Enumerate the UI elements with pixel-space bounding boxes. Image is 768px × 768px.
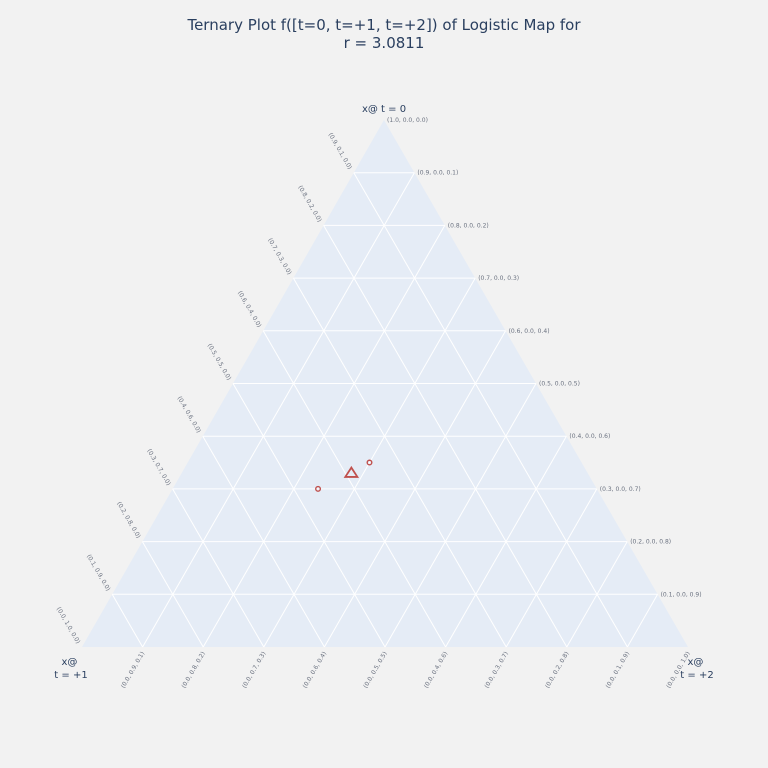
gridline	[384, 383, 537, 648]
gridline	[111, 594, 144, 648]
axis-title-c-line-1: x@	[687, 657, 703, 668]
tick-label: (0.8, 0.0, 0.2)	[448, 222, 489, 229]
gridline	[141, 541, 204, 648]
axis-title-b: x@ t = +1	[54, 657, 87, 681]
marker-triangle-2	[343, 465, 360, 478]
axis-title-b-line-1: x@	[61, 657, 77, 668]
tick-label: (0.4, 0.0, 0.6)	[569, 433, 610, 440]
gridline	[202, 435, 325, 648]
marker-circle-0	[366, 459, 373, 466]
tick-label: (0.8, 0.2, 0.0)	[296, 184, 323, 223]
tick-label: (0.1, 0.0, 0.9)	[661, 591, 702, 598]
tick-label: (1.0, 0.0, 0.0)	[387, 117, 428, 124]
gridline	[505, 488, 598, 648]
tick-label: (0.0, 0.2, 0.8)	[544, 651, 571, 690]
tick-label: (0.0, 0.7, 0.3)	[241, 651, 268, 690]
axis-title-b-line-2: t = +1	[54, 670, 87, 681]
tick-label: (0.0, 0.8, 0.2)	[180, 651, 207, 690]
tick-label: (0.6, 0.4, 0.0)	[236, 290, 263, 329]
tick-label: (0.9, 0.1, 0.0)	[327, 132, 354, 171]
tick-labels-bottom: (0.0, 0.9, 0.1) (0.0, 0.8, 0.2) (0.0, 0.7,…	[120, 651, 692, 690]
tick-label: (0.2, 0.0, 0.8)	[630, 539, 671, 546]
tick-label: (0.0, 0.3, 0.7)	[483, 651, 510, 690]
tick-label: (0.9, 0.0, 0.1)	[417, 170, 458, 177]
gridlines	[111, 172, 659, 648]
gridline	[445, 435, 567, 648]
gridline	[263, 277, 476, 648]
chart-title: Ternary Plot f([t=0, t=+1, t=+2]) of Log…	[0, 16, 768, 52]
gridline	[566, 541, 628, 648]
axis-title-a: x@ t = 0	[362, 104, 406, 115]
tick-label: (0.0, 1.0, 0.0)	[55, 606, 82, 645]
tick-label: (0.0, 0.6, 0.4)	[302, 651, 329, 690]
gridline	[292, 277, 507, 648]
gridline	[626, 594, 659, 648]
tick-label: (0.4, 0.6, 0.0)	[176, 395, 203, 434]
tick-label: (0.3, 0.0, 0.7)	[600, 486, 641, 493]
marker-circle-1	[315, 485, 322, 492]
tick-label: (0.5, 0.0, 0.5)	[539, 381, 580, 388]
chart-title-line-1: Ternary Plot f([t=0, t=+1, t=+2]) of Log…	[187, 16, 581, 34]
tick-label: (0.0, 0.9, 0.1)	[120, 651, 147, 690]
tick-label: (0.3, 0.7, 0.0)	[145, 448, 172, 487]
tick-labels-right: (1.0, 0.0, 0.0) (0.9, 0.0, 0.1) (0.8, 0.0,…	[387, 117, 702, 598]
gridline	[232, 383, 386, 648]
tick-label: (0.5, 0.5, 0.0)	[206, 343, 233, 382]
tick-label: (0.1, 0.9, 0.0)	[85, 553, 112, 592]
gridline	[142, 172, 415, 648]
tick-label: (0.2, 0.8, 0.0)	[115, 501, 142, 540]
tick-label: (0.6, 0.0, 0.4)	[509, 328, 550, 335]
axis-title-c-line-2: t = +2	[680, 670, 713, 681]
tick-label: (0.7, 0.3, 0.0)	[266, 237, 293, 276]
tick-label: (0.0, 0.4, 0.6)	[423, 651, 450, 690]
data-markers	[315, 459, 373, 492]
tick-label: (0.7, 0.0, 0.3)	[478, 275, 519, 282]
tick-label: (0.0, 0.1, 0.9)	[605, 651, 632, 690]
gridline	[172, 488, 265, 648]
chart-title-line-2: r = 3.0811	[343, 34, 425, 52]
gridline	[353, 172, 628, 648]
tick-label: (0.0, 0.5, 0.5)	[362, 651, 389, 690]
axis-title-c: x@ t = +2	[680, 657, 713, 681]
